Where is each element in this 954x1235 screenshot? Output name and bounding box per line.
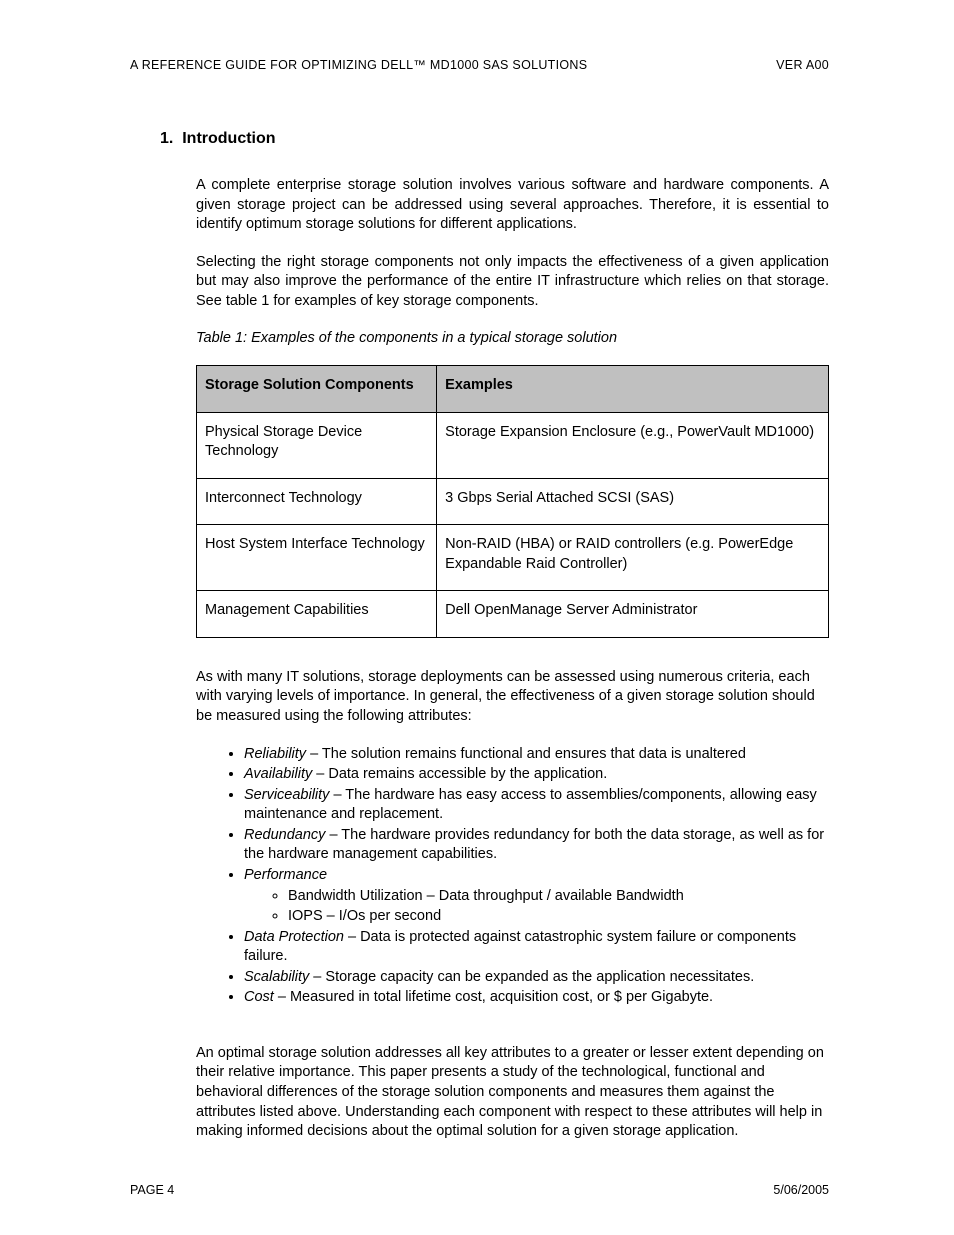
attributes-list: Reliability – The solution remains funct…	[196, 745, 829, 1008]
table-header-cell: Examples	[437, 365, 829, 412]
table-cell: Non-RAID (HBA) or RAID controllers (e.g.…	[437, 525, 829, 591]
section-heading: 1. Introduction	[160, 130, 829, 148]
attr-desc: – Storage capacity can be expanded as th…	[309, 969, 754, 985]
table-cell: Storage Expansion Enclosure (e.g., Power…	[437, 412, 829, 478]
attr-term: Performance	[244, 867, 327, 883]
content-area: 1. Introduction A complete enterprise st…	[160, 130, 829, 1160]
section-number: 1.	[160, 130, 173, 147]
components-table: Storage Solution Components Examples Phy…	[196, 365, 829, 638]
attr-desc: – Data remains accessible by the applica…	[312, 766, 607, 782]
document-page: A REFERENCE GUIDE FOR OPTIMIZING DELL™ M…	[0, 0, 954, 1235]
attr-desc: – Measured in total lifetime cost, acqui…	[274, 989, 713, 1005]
list-item: Reliability – The solution remains funct…	[244, 745, 829, 765]
table-cell: Physical Storage Device Technology	[197, 412, 437, 478]
section-title-text: Introduction	[182, 130, 275, 147]
list-item: Availability – Data remains accessible b…	[244, 765, 829, 785]
page-header: A REFERENCE GUIDE FOR OPTIMIZING DELL™ M…	[130, 58, 829, 72]
list-item: Scalability – Storage capacity can be ex…	[244, 968, 829, 988]
attr-term: Cost	[244, 989, 274, 1005]
list-item: Cost – Measured in total lifetime cost, …	[244, 988, 829, 1008]
header-version: VER A00	[776, 58, 829, 72]
page-footer: PAGE 4 5/06/2005	[130, 1183, 829, 1197]
sub-list-item: IOPS – I/Os per second	[288, 907, 829, 927]
header-title: A REFERENCE GUIDE FOR OPTIMIZING DELL™ M…	[130, 58, 587, 72]
attr-desc: – The solution remains functional and en…	[306, 746, 746, 762]
paragraph-3: As with many IT solutions, storage deplo…	[196, 668, 829, 727]
attr-term: Scalability	[244, 969, 309, 985]
table-cell: Host System Interface Technology	[197, 525, 437, 591]
list-item: Data Protection – Data is protected agai…	[244, 928, 829, 967]
sub-list-item: Bandwidth Utilization – Data throughput …	[288, 887, 829, 907]
footer-date: 5/06/2005	[773, 1183, 829, 1197]
table-cell: Dell OpenManage Server Administrator	[437, 591, 829, 638]
table-header-cell: Storage Solution Components	[197, 365, 437, 412]
table-row: Interconnect Technology 3 Gbps Serial At…	[197, 478, 829, 525]
paragraph-2: Selecting the right storage components n…	[196, 253, 829, 312]
attr-term: Redundancy	[244, 827, 325, 843]
attr-term: Serviceability	[244, 787, 329, 803]
table-row: Physical Storage Device Technology Stora…	[197, 412, 829, 478]
body-block: A complete enterprise storage solution i…	[196, 176, 829, 1142]
paragraph-4: An optimal storage solution addresses al…	[196, 1044, 829, 1142]
paragraph-1: A complete enterprise storage solution i…	[196, 176, 829, 235]
table-cell: Management Capabilities	[197, 591, 437, 638]
attr-desc: – The hardware has easy access to assemb…	[244, 787, 817, 823]
attr-desc: – The hardware provides redundancy for b…	[244, 827, 824, 863]
table-caption: Table 1: Examples of the components in a…	[196, 329, 829, 349]
list-item: Redundancy – The hardware provides redun…	[244, 826, 829, 865]
table-cell: 3 Gbps Serial Attached SCSI (SAS)	[437, 478, 829, 525]
attr-term: Data Protection	[244, 929, 344, 945]
table-row: Host System Interface Technology Non-RAI…	[197, 525, 829, 591]
table-row: Management Capabilities Dell OpenManage …	[197, 591, 829, 638]
list-item: Serviceability – The hardware has easy a…	[244, 786, 829, 825]
attr-term: Availability	[244, 766, 312, 782]
attr-term: Reliability	[244, 746, 306, 762]
footer-page-number: PAGE 4	[130, 1183, 174, 1197]
table-cell: Interconnect Technology	[197, 478, 437, 525]
sub-list: Bandwidth Utilization – Data throughput …	[244, 887, 829, 927]
list-item: Performance Bandwidth Utilization – Data…	[244, 866, 829, 927]
table-header-row: Storage Solution Components Examples	[197, 365, 829, 412]
